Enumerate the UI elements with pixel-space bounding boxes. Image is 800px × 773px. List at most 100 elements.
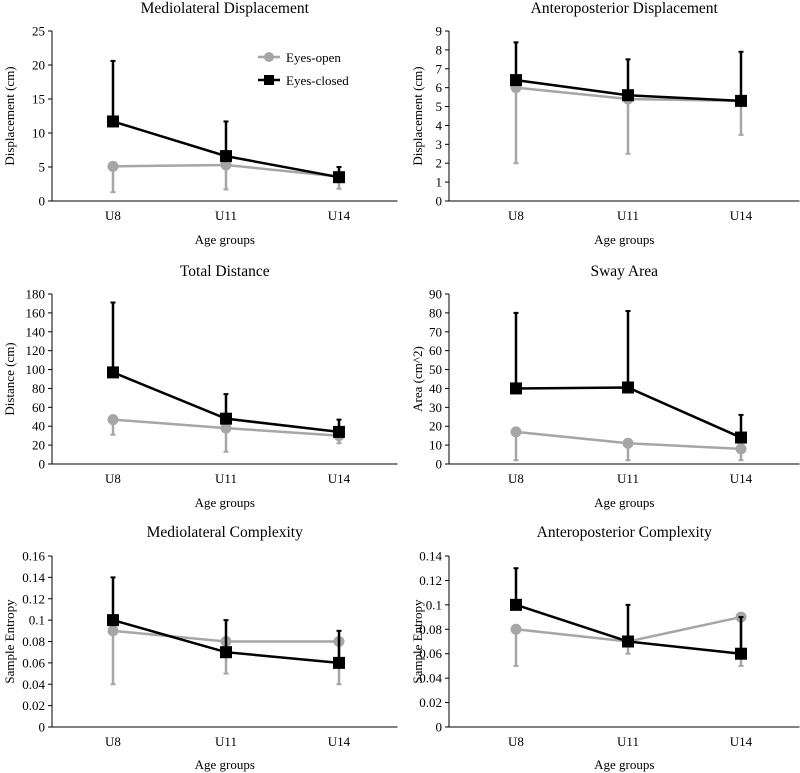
x-tick-label: U14 [730,734,753,749]
y-tick-label: 40 [429,381,442,396]
x-tick-label: U8 [508,208,524,223]
y-tick-label: 0 [436,457,443,472]
y-tick-label: 0.08 [419,622,442,637]
data-point [510,426,522,438]
chart-title: Mediolateral Displacement [141,0,310,17]
y-tick-label: 8 [436,42,443,57]
data-point [622,89,634,102]
x-tick-label: U11 [617,471,639,486]
data-point [735,443,747,455]
data-point [107,625,119,637]
y-tick-label: 40 [32,419,45,434]
y-tick-label: 1 [436,175,443,190]
chart-title: Total Distance [180,263,270,280]
y-tick-label: 180 [26,287,46,302]
y-tick-label: 0.16 [22,549,45,564]
y-tick-label: 0.06 [22,655,45,670]
series-eyes-open [510,82,747,165]
y-axis-label: Displacement (cm) [2,66,17,165]
y-axis-label: Displacement (cm) [410,66,425,165]
x-tick-label: U14 [730,208,753,223]
y-axis-label: Sample Entropy [2,599,17,684]
y-tick-label: 0.02 [22,698,45,713]
chart-anteroposterior-displacement: Anteroposterior Displacement 0 1 2 3 4 5 6 7 8 9 U8… [410,0,800,247]
y-tick-label: 60 [429,343,442,358]
y-tick-label: 25 [32,24,45,39]
series-eyes-open [510,426,747,462]
y-tick-label: 30 [429,400,442,415]
data-point [735,94,747,107]
data-point [220,412,232,425]
y-tick-label: 140 [26,324,46,339]
y-tick-label: 0 [39,457,46,472]
y-tick-label: 0.04 [22,677,45,692]
y-tick-label: 9 [436,24,443,39]
x-tick-label: U11 [215,471,237,486]
y-tick-label: 0 [436,194,443,209]
data-point [220,422,232,434]
data-point [510,382,522,395]
y-tick-label: 80 [429,305,442,320]
series-eyes-open [107,159,345,194]
y-tick-label: 0.12 [419,573,442,588]
y-tick-label: 50 [429,362,442,377]
y-tick-label: 0.14 [419,549,442,564]
series-eyes-closed [107,301,345,438]
x-axis-label: Age groups [195,232,255,247]
x-tick-label: U8 [508,471,524,486]
y-tick-label: 0.1 [29,613,45,628]
data-point [510,598,522,611]
data-point [107,115,119,128]
y-tick-label: 0.14 [22,570,45,585]
data-point [510,623,522,635]
legend: Eyes-open Eyes-closed [258,50,349,88]
y-tick-label: 160 [26,305,46,320]
x-axis-label: Age groups [594,232,654,247]
y-tick-label: 10 [429,438,442,453]
series-eyes-closed [107,59,345,184]
y-tick-label: 0 [436,720,443,735]
x-axis-label: Age groups [594,757,654,772]
y-tick-label: 15 [32,92,45,107]
x-tick-label: U14 [730,471,753,486]
y-tick-label: 3 [436,137,443,152]
x-tick-label: U8 [508,734,524,749]
x-tick-label: U11 [617,208,639,223]
x-axis-label: Age groups [594,495,654,510]
chart-title: Sway Area [590,263,658,280]
chart-total-distance: Total Distance 0 20 40 60 80 100 120 140 160 180 U8… [2,263,398,510]
y-tick-label: 2 [436,156,443,171]
data-point [735,647,747,660]
y-tick-label: 90 [429,287,442,302]
data-point [735,431,747,444]
chart-mediolateral-complexity: Mediolateral Complexity 0 0.02 0.04 0.06 0.08… [2,524,398,772]
legend-eyes-open-marker [264,52,274,62]
data-point [333,171,345,184]
data-point [107,160,119,172]
data-point [220,646,232,659]
series-eyes-closed [510,41,747,107]
y-tick-label: 0.02 [419,695,442,710]
y-tick-label: 4 [436,118,443,133]
y-tick-label: 0.12 [22,591,45,606]
x-tick-label: U11 [617,734,639,749]
series-line [515,386,742,439]
y-tick-label: 120 [26,343,46,358]
y-tick-label: 0.04 [419,671,442,686]
data-point [107,414,119,426]
data-point [220,159,232,171]
chart-title: Mediolateral Complexity [147,524,304,541]
y-tick-label: 0.08 [22,634,45,649]
y-axis-label: Area (cm^2) [410,346,425,412]
y-tick-label: 7 [436,61,443,76]
data-point [107,614,119,627]
y-tick-label: 10 [32,126,45,141]
y-tick-label: 100 [26,362,46,377]
series-eyes-closed [510,567,747,660]
x-tick-label: U8 [105,208,121,223]
x-tick-label: U14 [328,471,351,486]
y-tick-label: 5 [39,160,46,175]
series-eyes-closed [510,310,747,444]
y-tick-label: 20 [32,58,45,73]
